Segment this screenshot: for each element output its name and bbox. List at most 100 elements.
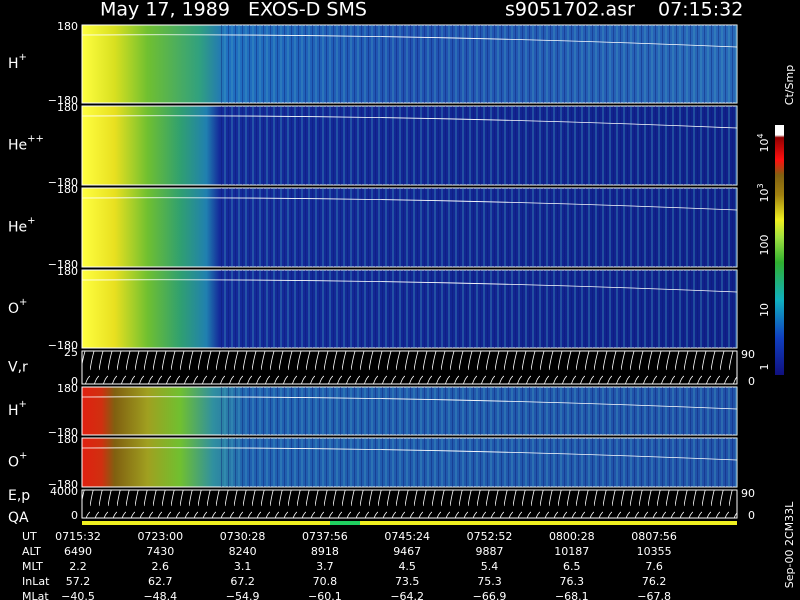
- y-tick-label: 4000: [50, 485, 78, 498]
- colorbar-tick-label: 1: [758, 364, 771, 371]
- label: He++: [8, 134, 44, 154]
- cell: 0800:28: [549, 530, 595, 543]
- cell: 0723:00: [137, 530, 183, 543]
- y-tick-label: 180: [57, 265, 78, 278]
- label: He+: [8, 216, 36, 236]
- cell: 9887: [476, 545, 504, 558]
- label-base: O: [8, 455, 19, 471]
- row-label: InLat: [22, 575, 50, 588]
- cell: 10187: [554, 545, 589, 558]
- label: H+: [8, 399, 27, 419]
- label-base: O: [8, 301, 19, 317]
- panel-texture: [220, 25, 737, 103]
- colorbar-tick-label: 103: [756, 183, 772, 202]
- label-sup: ++: [27, 134, 44, 145]
- tick-base: 10: [758, 303, 771, 317]
- label-base: E,p: [8, 488, 30, 504]
- cell: 2.6: [152, 560, 170, 573]
- tick-base: 10: [758, 189, 771, 203]
- cell: −64.2: [390, 590, 424, 600]
- label-base: H: [8, 56, 19, 72]
- panel-trace: [82, 490, 737, 518]
- y2-tick-label: 0: [748, 375, 755, 388]
- label-sup: +: [19, 399, 27, 410]
- cell: 7.6: [645, 560, 663, 573]
- cell: 73.5: [395, 575, 420, 588]
- cell: 4.5: [398, 560, 416, 573]
- y-tick-label: −180: [48, 478, 78, 491]
- cell: 57.2: [66, 575, 91, 588]
- y-tick-label: 25: [64, 346, 78, 359]
- panel-trace: [81, 396, 738, 410]
- label-base: QA: [8, 510, 29, 526]
- label-sup: +: [19, 297, 27, 308]
- cell: 76.3: [560, 575, 585, 588]
- cell: −40.5: [61, 590, 95, 600]
- panel-trace: [81, 279, 738, 293]
- cell: 8918: [311, 545, 339, 558]
- y2-tick-label: 0: [748, 509, 755, 522]
- tick-exp: 4: [756, 133, 765, 138]
- label: O+: [8, 297, 27, 317]
- cell: −48.4: [143, 590, 177, 600]
- cell: 6490: [64, 545, 92, 558]
- cell: 3.7: [316, 560, 334, 573]
- label-sup: +: [27, 216, 35, 227]
- row-label: UT: [22, 530, 37, 543]
- panel-trace: [81, 447, 738, 461]
- y-tick-label: 180: [57, 20, 78, 33]
- cell: 5.4: [481, 560, 499, 573]
- y-tick-label: 0: [71, 509, 78, 522]
- panel-texture: [220, 387, 737, 435]
- y-tick-label: −180: [48, 94, 78, 107]
- panel-texture: [220, 270, 737, 348]
- label-base: V,r: [8, 360, 28, 376]
- cell: 3.1: [234, 560, 252, 573]
- cell: 0752:52: [467, 530, 513, 543]
- colorbar-unit: Ct/Smp: [783, 65, 796, 105]
- qa-bar: [82, 521, 737, 525]
- panel-trace: [82, 351, 737, 384]
- cell: −54.9: [226, 590, 260, 600]
- colorbar: [775, 125, 784, 375]
- cell: 0745:24: [384, 530, 430, 543]
- cell: 70.8: [313, 575, 338, 588]
- panel-trace: [81, 115, 738, 129]
- cell: 0730:28: [220, 530, 266, 543]
- cell: 67.2: [230, 575, 255, 588]
- panel-texture: [220, 438, 737, 487]
- time: 07:15:32: [658, 0, 743, 21]
- y2-tick-label: 90: [741, 487, 755, 500]
- label: H+: [8, 52, 27, 72]
- cell: 0737:56: [302, 530, 348, 543]
- tick-base: 10: [758, 139, 771, 153]
- tick-base: 100: [758, 235, 771, 256]
- cell: −67.8: [637, 590, 671, 600]
- panel-texture: [220, 188, 737, 267]
- cell: 6.5: [563, 560, 581, 573]
- cell: 0715:32: [55, 530, 101, 543]
- cell: 76.2: [642, 575, 667, 588]
- colorbar-tick-label: 104: [756, 133, 772, 152]
- y-tick-label: 180: [57, 433, 78, 446]
- tick-base: 1: [758, 364, 771, 371]
- panels: 180−180180−180180−180180−180250900180−18…: [48, 20, 755, 522]
- y-tick-label: −180: [48, 426, 78, 439]
- y-tick-label: −180: [48, 339, 78, 352]
- y2-tick-label: 90: [741, 348, 755, 361]
- cell: 2.2: [69, 560, 87, 573]
- note: Sep-00 2CM33L: [783, 501, 796, 588]
- panel-trace: [81, 34, 738, 48]
- y-tick-label: 0: [71, 375, 78, 388]
- label-base: He: [8, 138, 27, 154]
- label: V,r: [8, 360, 28, 376]
- cell: 10355: [637, 545, 672, 558]
- title: May 17, 1989 EXOS-D SMS: [100, 0, 367, 21]
- label-sup: +: [19, 52, 27, 63]
- cell: 0807:56: [631, 530, 677, 543]
- y-tick-label: −180: [48, 258, 78, 271]
- colorbar-tick-label: 10: [758, 303, 771, 317]
- colorbar-tick-label: 100: [758, 235, 771, 256]
- panel-texture: [220, 106, 737, 185]
